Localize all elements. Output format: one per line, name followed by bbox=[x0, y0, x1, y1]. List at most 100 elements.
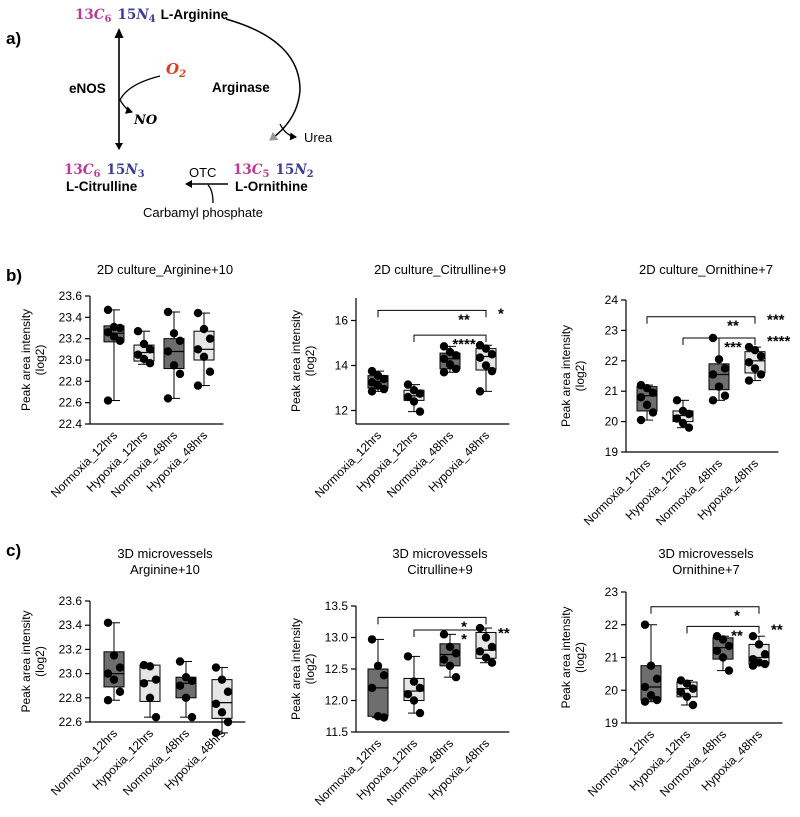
significance-stars: ** bbox=[727, 318, 739, 335]
data-point bbox=[151, 712, 161, 722]
significance-stars: ** bbox=[458, 311, 470, 328]
y-tick-label: 12.0 bbox=[325, 694, 349, 708]
data-point bbox=[193, 308, 203, 318]
data-point bbox=[720, 391, 730, 400]
y-tick-label: 13.5 bbox=[325, 599, 349, 613]
data-point bbox=[193, 381, 203, 390]
chart-title: 2D culture_Ornithine+7 bbox=[639, 262, 773, 277]
data-point bbox=[193, 345, 203, 354]
data-point bbox=[151, 675, 161, 684]
data-point bbox=[481, 653, 491, 662]
data-point bbox=[648, 388, 658, 397]
y-tick-label: 20 bbox=[605, 683, 619, 697]
y-tick-label: 21 bbox=[605, 384, 619, 398]
data-point bbox=[223, 687, 233, 696]
data-point bbox=[646, 690, 656, 700]
data-point bbox=[145, 693, 155, 702]
data-point bbox=[181, 693, 191, 702]
data-point bbox=[714, 355, 724, 364]
y-tick-label: 22.6 bbox=[59, 396, 83, 410]
data-point bbox=[708, 396, 718, 405]
data-point bbox=[678, 418, 688, 428]
y-axis-label: (log2) bbox=[33, 646, 47, 677]
data-point bbox=[133, 327, 143, 336]
urea-label: Urea bbox=[304, 130, 333, 145]
data-point bbox=[439, 354, 449, 363]
data-point bbox=[109, 651, 119, 660]
significance-stars: *** bbox=[767, 312, 785, 329]
data-point bbox=[217, 675, 227, 684]
data-point bbox=[103, 669, 113, 678]
data-point bbox=[403, 392, 413, 402]
y-tick-label: 23.4 bbox=[59, 310, 83, 324]
data-point bbox=[103, 396, 113, 405]
citrulline-isotope: 13C6 15N3 bbox=[64, 162, 145, 180]
significance-stars: * bbox=[734, 608, 740, 625]
enos-arrow-head-up bbox=[114, 28, 124, 38]
y-axis-label: Peak area intensity bbox=[559, 606, 573, 708]
data-point bbox=[175, 336, 185, 345]
y-axis-label: Peak area intensity bbox=[559, 325, 573, 427]
y-tick-label: 22.6 bbox=[59, 715, 83, 729]
data-point bbox=[760, 659, 770, 669]
chart-2d-ornithine: 2D culture_Ornithine+7 Peak area intensit… bbox=[559, 262, 791, 528]
citrulline-label: L-Citrulline bbox=[66, 179, 138, 194]
data-point bbox=[205, 334, 215, 343]
significance-bracket bbox=[686, 625, 760, 634]
y-axis-label: Peak area intensity bbox=[19, 610, 33, 712]
enos-label: eNOS bbox=[69, 81, 106, 96]
chart-title: 3D microvessels bbox=[117, 546, 213, 561]
significance-stars: **** bbox=[767, 333, 791, 350]
data-point bbox=[133, 350, 143, 359]
significance-stars: ** bbox=[771, 621, 783, 638]
urea-arrow bbox=[279, 123, 297, 141]
data-point bbox=[708, 370, 718, 379]
y-tick-label: 24 bbox=[605, 293, 619, 307]
data-point bbox=[640, 682, 650, 692]
data-point bbox=[481, 344, 491, 353]
y-tick-label: 23.4 bbox=[59, 618, 83, 632]
data-point bbox=[750, 345, 760, 355]
significance-bracket bbox=[377, 616, 487, 625]
y-axis-label: Peak area intensity bbox=[289, 310, 303, 412]
significance-bracket bbox=[650, 606, 760, 614]
data-point bbox=[115, 323, 125, 333]
data-point bbox=[379, 384, 389, 394]
data-point bbox=[451, 649, 461, 658]
data-point bbox=[115, 336, 125, 345]
data-point bbox=[487, 642, 497, 652]
data-point bbox=[103, 618, 113, 627]
data-point bbox=[642, 383, 652, 393]
data-point bbox=[475, 387, 485, 396]
data-point bbox=[367, 635, 377, 644]
data-point bbox=[636, 393, 646, 402]
panel-label-b: b) bbox=[6, 266, 22, 285]
chart-title: Citrulline+9 bbox=[407, 562, 472, 577]
data-point bbox=[750, 364, 760, 373]
data-point bbox=[720, 364, 730, 373]
data-point bbox=[682, 692, 692, 701]
arginase-label: Arginase bbox=[212, 80, 270, 95]
data-point bbox=[756, 370, 766, 379]
data-point bbox=[115, 663, 125, 672]
data-point bbox=[475, 353, 485, 362]
data-point bbox=[379, 374, 389, 384]
data-point bbox=[640, 697, 650, 706]
data-point bbox=[211, 699, 221, 709]
data-point bbox=[367, 387, 377, 396]
y-tick-label: 23 bbox=[605, 323, 619, 337]
data-point bbox=[403, 380, 413, 389]
y-tick-label: 22 bbox=[605, 354, 619, 368]
data-point bbox=[109, 332, 119, 341]
ornithine-isotope: 13C5 15N2 bbox=[233, 162, 314, 180]
data-point bbox=[367, 366, 377, 376]
data-point bbox=[636, 415, 646, 425]
y-tick-label: 23.6 bbox=[59, 594, 83, 608]
y-axis-label: (log2) bbox=[573, 642, 587, 673]
pathway-diagram: a) 13C6 15N4 L-Arginine eNOS O2 NO Arginas… bbox=[6, 7, 333, 220]
data-point bbox=[439, 655, 449, 664]
oxygen-arrow bbox=[119, 75, 161, 114]
data-point bbox=[145, 345, 155, 354]
